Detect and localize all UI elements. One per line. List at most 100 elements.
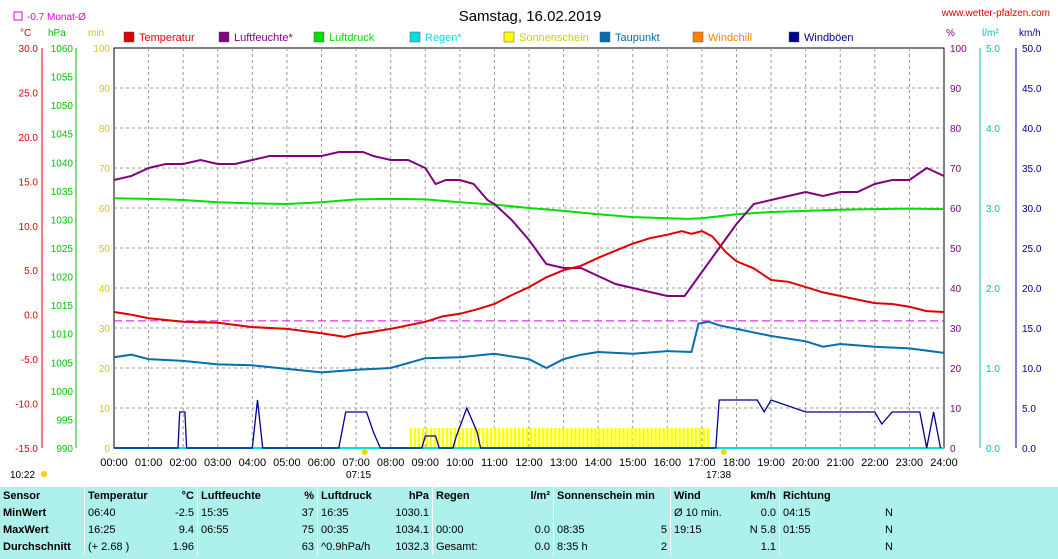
pct-tick-label: 90 (950, 84, 962, 95)
sunshine-bar (590, 428, 593, 448)
cell: 08:35 (552, 521, 641, 538)
row-label: MaxWert (3, 523, 49, 536)
sunset-marker (720, 449, 727, 455)
cell: 2 (660, 540, 667, 553)
wind-tick-label: 50.0 (1022, 44, 1042, 55)
x-tick-label: 08:00 (377, 457, 405, 469)
sunrise-marker (361, 449, 368, 455)
month-avg-swatch (13, 11, 23, 21)
wind-tick-label: 45.0 (1022, 84, 1042, 95)
sunshine-bar (638, 428, 641, 448)
hdr-sun: Sonnenschein min (553, 487, 671, 504)
sunshine-bar (586, 428, 589, 448)
cell (552, 504, 641, 521)
pct-tick-label: 50 (950, 244, 962, 255)
sunshine-bar (501, 428, 505, 448)
x-tick-label: 19:00 (757, 457, 785, 469)
rain-tick-label: 4.0 (986, 124, 1000, 135)
sunshine-bar (698, 428, 701, 448)
cell: 0.0 (534, 523, 550, 536)
temp-tick-label: 25.0 (19, 88, 39, 99)
x-tick-label: 01:00 (135, 457, 163, 469)
hdr-temp-unit: °C (181, 489, 194, 502)
clock: 10:22 (10, 470, 35, 481)
site-link[interactable]: www.wetter-pfalzen.com (941, 8, 1050, 19)
sunshine-bar (670, 428, 673, 448)
sunshine-bar (421, 428, 425, 448)
rain-tick-label: 2.0 (986, 284, 1000, 295)
legend-swatch-sunshine (503, 31, 515, 43)
sunshine-bar (409, 428, 413, 448)
cell: 16:35 (317, 504, 386, 521)
temp-tick-label: -5.0 (21, 355, 39, 366)
temp-tick-label: 30.0 (19, 44, 39, 55)
sunshine-bar (542, 428, 545, 448)
temp-tick-label: -10.0 (15, 400, 38, 411)
wind-tick-label: 0.0 (1022, 444, 1036, 455)
stats-header-row: Sensor Temperatur °C Luftfeuchte % Luftd… (0, 487, 896, 504)
legend-label-gusts: Windböen (804, 32, 854, 44)
cell: 00:35 (317, 521, 386, 538)
cell: 1030.1 (395, 506, 429, 519)
sunshine-bar (429, 428, 433, 448)
cell (641, 504, 671, 521)
sunshine-bar (413, 428, 417, 448)
pct-tick-label: 10 (950, 404, 962, 415)
unit-press: hPa (48, 28, 66, 39)
sunshine-bar (658, 428, 661, 448)
temp-tick-label: 0.0 (24, 311, 38, 322)
sunshine-bar (562, 428, 565, 448)
sunshine-bar (682, 428, 685, 448)
sunshine-bar (702, 428, 705, 448)
legend-swatch-pressure (313, 31, 325, 43)
cell: ^0.9hPa/h (317, 538, 386, 555)
press-tick-label: 1055 (51, 73, 74, 84)
cell: 63 (301, 540, 314, 553)
x-tick-label: 05:00 (273, 457, 301, 469)
cell: 00:00 (432, 521, 503, 538)
press-tick-label: 995 (56, 415, 73, 426)
sunshine-bar (694, 428, 697, 448)
cell: 37 (301, 506, 314, 519)
sunshine-bar (457, 428, 461, 448)
x-tick-label: 18:00 (723, 457, 751, 469)
cell: N (885, 506, 893, 519)
sunshine-bar (465, 428, 469, 448)
legend-label-temperature: Temperatur (139, 32, 195, 44)
sunshine-bar (678, 428, 681, 448)
hdr-dir: Richtung (779, 487, 868, 504)
month-avg-label: -0.7 Monat-Ø (27, 12, 86, 23)
cell: N (885, 523, 893, 536)
cell: 04:15 (779, 504, 868, 521)
x-tick-label: 23:00 (896, 457, 924, 469)
cell (670, 538, 739, 555)
cell: 1034.1 (395, 523, 429, 536)
rain-tick-label: 3.0 (986, 204, 1000, 215)
cell (779, 538, 868, 555)
wind-tick-label: 5.0 (1022, 404, 1036, 415)
cell (503, 504, 554, 521)
sunshine-bar (606, 428, 609, 448)
press-tick-label: 1015 (51, 301, 74, 312)
press-tick-label: 1045 (51, 130, 74, 141)
cell: -2.5 (175, 506, 194, 519)
stats-row-min: MinWert 06:40 -2.5 15:35 37 16:35 1030.1… (0, 504, 896, 521)
hdr-hum-unit: % (304, 489, 314, 502)
hdr-temp: Temperatur (84, 487, 151, 504)
cell: 5 (660, 523, 667, 536)
x-tick-label: 03:00 (204, 457, 232, 469)
sunshine-bar (449, 428, 453, 448)
legend-label-dewpoint: Taupunkt (615, 32, 660, 44)
rain-tick-label: 0.0 (986, 444, 1000, 455)
rain-tick-label: 1.0 (986, 364, 1000, 375)
gusts-line (114, 399, 942, 449)
x-tick-label: 22:00 (861, 457, 889, 469)
cell: 1.1 (760, 540, 776, 553)
sunshine-bar (481, 428, 485, 448)
pct-tick-label: 20 (950, 364, 962, 375)
humidity-line (113, 151, 945, 297)
sunshine-bar (522, 428, 525, 448)
sunshine-bar (618, 428, 621, 448)
sunrise-label: 07:15 (346, 470, 371, 481)
cell: 06:55 (197, 521, 284, 538)
